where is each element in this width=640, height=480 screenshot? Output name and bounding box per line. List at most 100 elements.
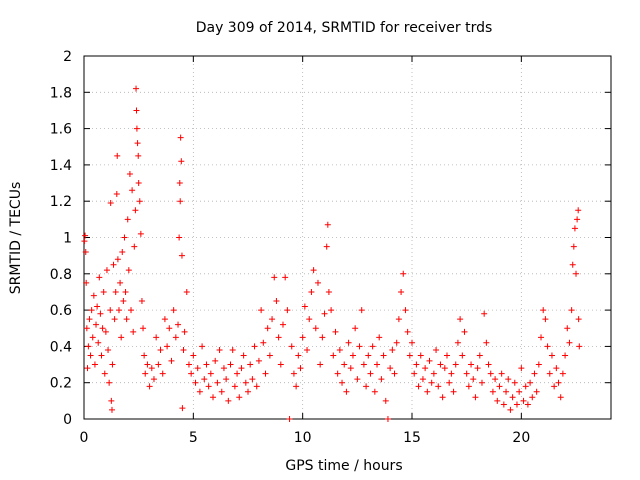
data-point <box>308 288 315 295</box>
data-point <box>258 307 265 314</box>
data-point <box>86 316 93 323</box>
data-point <box>470 376 477 383</box>
data-point <box>132 207 139 214</box>
data-point <box>328 307 335 314</box>
data-point <box>142 370 149 377</box>
y-tick-labels: 0 0.2 0.4 0.6 0.8 1 1.2 1.4 1.6 1.8 2 <box>50 49 72 428</box>
data-point <box>566 339 573 346</box>
data-point <box>103 267 110 274</box>
data-point <box>161 316 168 323</box>
x-tick-label: 15 <box>403 430 421 446</box>
data-point <box>398 288 405 295</box>
y-tick-label: 1 <box>63 231 72 247</box>
data-point <box>439 394 446 401</box>
data-point <box>196 388 203 395</box>
plot-frame <box>83 55 612 420</box>
data-point <box>150 376 157 383</box>
data-point <box>131 243 138 250</box>
data-point <box>251 343 258 350</box>
data-point <box>476 352 483 359</box>
data-point <box>297 365 304 372</box>
data-point <box>220 365 227 372</box>
data-point <box>347 365 354 372</box>
data-point <box>81 238 88 245</box>
data-point <box>288 343 295 350</box>
data-point <box>227 361 234 368</box>
data-point <box>177 198 184 205</box>
data-point <box>557 394 564 401</box>
data-point <box>275 334 282 341</box>
data-point <box>511 379 518 386</box>
data-point <box>181 328 188 335</box>
data-point <box>533 388 540 395</box>
data-point <box>111 316 118 323</box>
data-point <box>113 190 120 197</box>
x-tick-label: 5 <box>189 430 198 446</box>
data-point <box>575 316 582 323</box>
data-point <box>306 316 313 323</box>
data-point <box>85 343 92 350</box>
data-point <box>435 383 442 390</box>
data-point <box>503 388 510 395</box>
data-point <box>463 370 470 377</box>
data-point <box>520 397 527 404</box>
data-point <box>424 388 431 395</box>
data-point <box>284 307 291 314</box>
data-point <box>542 316 549 323</box>
data-point <box>437 361 444 368</box>
data-point <box>314 279 321 286</box>
data-point <box>84 365 91 372</box>
data-point <box>95 339 102 346</box>
data-point <box>509 394 516 401</box>
data-point <box>100 288 107 295</box>
data-point <box>527 379 534 386</box>
data-point <box>175 321 182 328</box>
data-point <box>112 288 119 295</box>
data-point <box>179 405 186 412</box>
y-tick-label: 0.2 <box>50 376 72 392</box>
data-point <box>133 107 140 114</box>
data-point <box>273 298 280 305</box>
data-point <box>443 352 450 359</box>
data-point <box>253 383 260 390</box>
data-point <box>324 221 331 228</box>
y-tick-label: 0.8 <box>50 267 72 283</box>
data-point <box>109 361 116 368</box>
data-point <box>334 370 341 377</box>
data-point <box>378 376 385 383</box>
data-point <box>319 334 326 341</box>
data-point <box>430 370 437 377</box>
x-axis-label: GPS time / hours <box>285 458 402 474</box>
data-point <box>428 379 435 386</box>
data-point <box>472 394 479 401</box>
data-point <box>177 134 184 141</box>
data-point <box>441 365 448 372</box>
data-point <box>522 383 529 390</box>
data-point <box>483 339 490 346</box>
data-point <box>365 352 372 359</box>
data-point <box>153 334 160 341</box>
data-point <box>304 347 311 354</box>
data-point <box>489 388 496 395</box>
data-point <box>91 361 98 368</box>
grid-lines <box>84 56 611 419</box>
data-point <box>391 370 398 377</box>
data-point <box>121 234 128 241</box>
data-point <box>98 352 105 359</box>
data-point <box>494 397 501 404</box>
data-point <box>205 383 212 390</box>
data-point <box>122 288 129 295</box>
data-point <box>178 252 185 259</box>
data-point <box>409 339 416 346</box>
data-point <box>426 357 433 364</box>
data-point <box>144 361 151 368</box>
data-point <box>369 343 376 350</box>
data-point <box>345 339 352 346</box>
data-point <box>133 125 140 132</box>
data-point <box>507 406 514 413</box>
data-point <box>135 152 142 159</box>
data-point <box>157 347 164 354</box>
data-point <box>450 388 457 395</box>
data-point <box>183 288 190 295</box>
data-point <box>341 361 348 368</box>
